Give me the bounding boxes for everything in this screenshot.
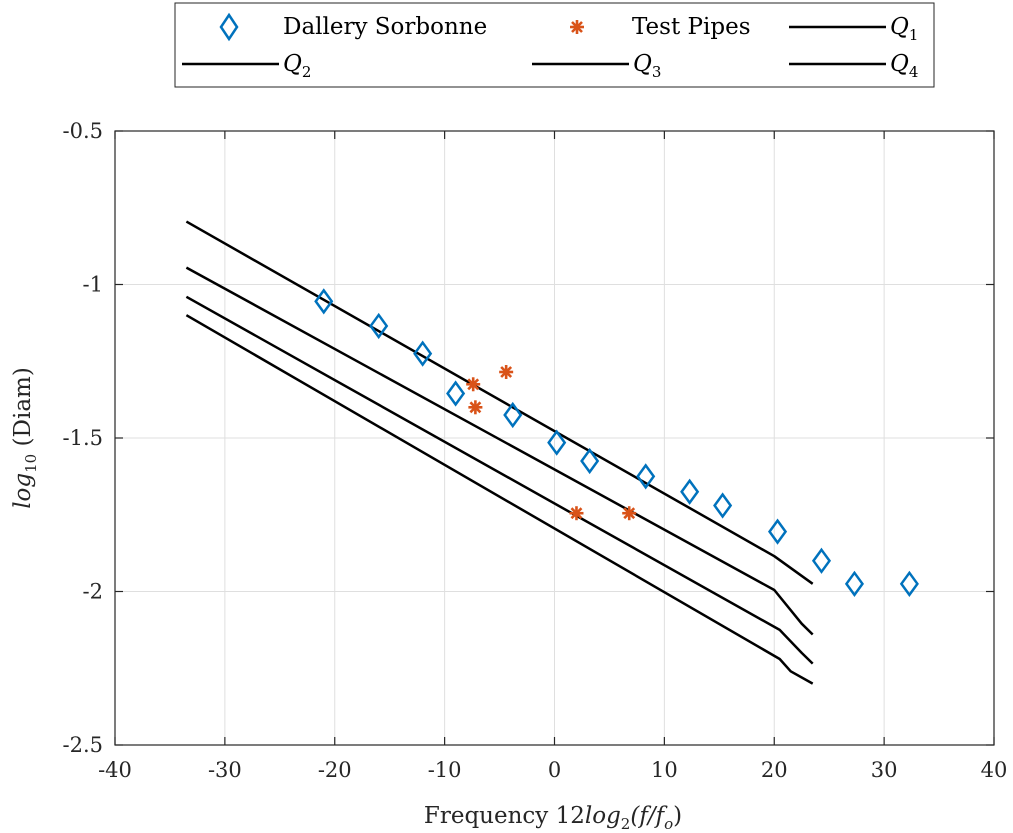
data-point-dallery-sorbonne [369, 312, 389, 340]
data-point-test-pipes [499, 364, 514, 379]
tick-labels: -40 -30 -20 -10 0 10 20 30 40 -2.5 -2 -1.5 -1 -0.5 [63, 119, 1008, 782]
data-point-dallery-sorbonne [636, 463, 656, 490]
x-tick-label: -40 [98, 758, 132, 782]
series-markers [314, 288, 919, 597]
data-point-dallery-sorbonne [547, 429, 567, 456]
data-point-dallery-sorbonne [446, 380, 466, 407]
data-point-dallery-sorbonne [768, 518, 788, 545]
data-point-dallery-sorbonne [680, 478, 700, 505]
y-tick-label: -0.5 [63, 119, 104, 143]
series-line-q2 [185, 266, 814, 636]
series-line-q3 [185, 295, 814, 665]
data-point-dallery-sorbonne [899, 570, 919, 597]
data-point-dallery-sorbonne [844, 570, 865, 597]
data-point-dallery-sorbonne [811, 547, 832, 574]
x-tick-label: 10 [651, 758, 678, 782]
data-point-test-pipes [622, 506, 637, 521]
y-tick-label: -1 [83, 273, 103, 297]
legend: Dallery Sorbonne Test Pipes Q1 Q2 Q3 Q4 [174, 2, 935, 88]
series-line-q4 [185, 314, 814, 685]
legend-label-q3: Q3 [633, 51, 661, 81]
data-point-dallery-sorbonne [713, 492, 733, 519]
data-point-dallery-sorbonne [314, 288, 334, 315]
x-tick-label: 20 [761, 758, 788, 782]
data-point-test-pipes [468, 400, 483, 415]
data-point-dallery-sorbonne [580, 447, 600, 475]
y-tick-label: -2 [83, 580, 103, 604]
data-point-test-pipes [569, 506, 584, 521]
data-point-dallery-sorbonne [503, 401, 523, 429]
legend-label-dallery-sorbonne: Dallery Sorbonne [283, 14, 487, 40]
y-tick-label: -1.5 [63, 426, 104, 450]
x-tick-label: -30 [208, 758, 242, 782]
x-tick-label: -20 [318, 758, 352, 782]
data-point-dallery-sorbonne [413, 340, 433, 367]
x-axis-label: Frequency 12log2(f/fo) [424, 803, 682, 833]
data-point-test-pipes [466, 377, 481, 392]
legend-label-q2: Q2 [283, 51, 311, 81]
y-tick-label: -2.5 [63, 733, 104, 757]
legend-marker-dallery-sorbonne [219, 12, 239, 42]
legend-label-test-pipes: Test Pipes [632, 14, 751, 40]
y-axis-label: log10 (Diam) [10, 367, 40, 509]
ticks [114, 130, 995, 746]
x-tick-label: 0 [548, 758, 561, 782]
x-tick-label: -10 [428, 758, 462, 782]
legend-box [174, 2, 935, 88]
legend-marker-test-pipes [570, 20, 584, 34]
x-tick-label: 40 [981, 758, 1008, 782]
legend-label-q4: Q4 [890, 51, 918, 81]
x-tick-label: 30 [871, 758, 898, 782]
plot-area: -40 -30 -20 -10 0 10 20 30 40 -2.5 -2 -1.5 -1 -0.5 [63, 119, 1008, 782]
legend-label-q1: Q1 [890, 14, 918, 44]
